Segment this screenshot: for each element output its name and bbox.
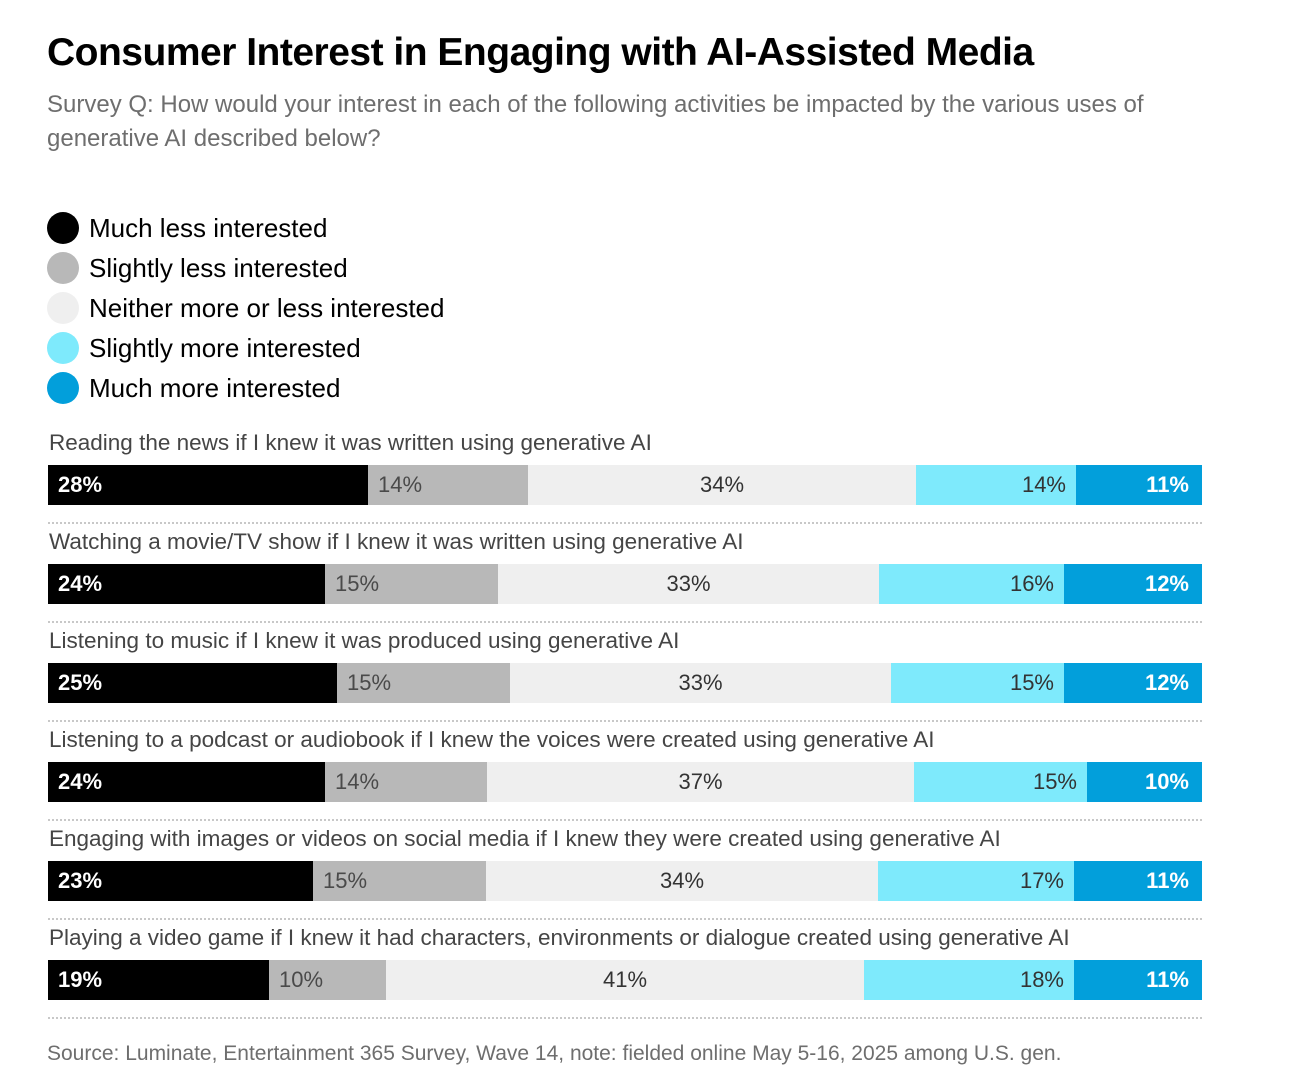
bar-segment: 17% bbox=[878, 861, 1074, 901]
bar-segment: 33% bbox=[498, 564, 879, 604]
category-label: Watching a movie/TV show if I knew it wa… bbox=[49, 529, 744, 554]
legend-item: Much more interested bbox=[47, 368, 444, 408]
category-label: Playing a video game if I knew it had ch… bbox=[49, 925, 1070, 950]
bar-segment: 28% bbox=[48, 465, 368, 505]
legend-item: Much less interested bbox=[47, 208, 444, 248]
bar-segment: 19% bbox=[48, 960, 269, 1000]
stacked-bar: 25% 15% 33% 15% 12% bbox=[48, 663, 1202, 703]
data-label: 33% bbox=[666, 571, 711, 596]
stacked-bar-chart: Reading the news if I knew it was writte… bbox=[48, 425, 1202, 1019]
data-label: 14% bbox=[378, 472, 423, 497]
chart-subtitle: Survey Q: How would your interest in eac… bbox=[47, 91, 1144, 152]
data-label: 15% bbox=[1009, 670, 1054, 695]
data-label: 12% bbox=[1144, 670, 1189, 695]
bar-segment: 14% bbox=[916, 465, 1076, 505]
data-label: 19% bbox=[58, 967, 103, 992]
data-label: 17% bbox=[1019, 868, 1064, 893]
chart-legend: Much less interested Slightly less intere… bbox=[47, 208, 444, 408]
bar-segment: 15% bbox=[313, 861, 486, 901]
bar-segment: 15% bbox=[337, 663, 510, 703]
data-label: 16% bbox=[1009, 571, 1054, 596]
bar-segment: 23% bbox=[48, 861, 313, 901]
data-label: 18% bbox=[1019, 967, 1064, 992]
data-label: 14% bbox=[1021, 472, 1066, 497]
data-label: 24% bbox=[58, 769, 103, 794]
bar-segment: 15% bbox=[914, 762, 1087, 802]
stacked-bar: 24% 14% 37% 15% 10% bbox=[48, 762, 1202, 802]
category-label: Reading the news if I knew it was writte… bbox=[49, 430, 652, 455]
bar-segment: 10% bbox=[269, 960, 386, 1000]
category-label: Listening to a podcast or audiobook if I… bbox=[49, 727, 935, 752]
source-note: Source: Luminate, Entertainment 365 Surv… bbox=[47, 1042, 1062, 1065]
data-label: 37% bbox=[678, 769, 723, 794]
data-label: 15% bbox=[323, 868, 368, 893]
bar-segment: 24% bbox=[48, 564, 325, 604]
bar-segment: 24% bbox=[48, 762, 325, 802]
stacked-bar: 28% 14% 34% 14% 11% bbox=[48, 465, 1202, 505]
data-label: 11% bbox=[1146, 868, 1189, 893]
legend-item: Neither more or less interested bbox=[47, 288, 444, 328]
data-label: 34% bbox=[659, 868, 705, 893]
category-label: Listening to music if I knew it was prod… bbox=[49, 628, 680, 653]
legend-swatch bbox=[47, 372, 79, 404]
data-label: 11% bbox=[1146, 472, 1189, 497]
bar-segment: 10% bbox=[1087, 762, 1202, 802]
chart-row: Playing a video game if I knew it had ch… bbox=[48, 920, 1202, 1019]
stacked-bar: 24% 15% 33% 16% 12% bbox=[48, 564, 1202, 604]
chart-row: Engaging with images or videos on social… bbox=[48, 821, 1202, 920]
data-label: 28% bbox=[58, 472, 103, 497]
chart-row: Reading the news if I knew it was writte… bbox=[48, 425, 1202, 524]
bar-segment: 34% bbox=[528, 465, 916, 505]
data-label: 10% bbox=[279, 967, 324, 992]
bar-segment: 33% bbox=[510, 663, 891, 703]
legend-item: Slightly more interested bbox=[47, 328, 444, 368]
bar-segment: 12% bbox=[1064, 564, 1202, 604]
chart-row: Watching a movie/TV show if I knew it wa… bbox=[48, 524, 1202, 623]
bar-segment: 25% bbox=[48, 663, 337, 703]
bar-segment: 11% bbox=[1074, 960, 1202, 1000]
legend-swatch bbox=[47, 332, 79, 364]
data-label: 15% bbox=[347, 670, 392, 695]
data-label: 14% bbox=[335, 769, 380, 794]
bar-segment: 15% bbox=[325, 564, 498, 604]
bar-segment: 11% bbox=[1074, 861, 1202, 901]
data-label: 11% bbox=[1146, 967, 1189, 992]
stacked-bar: 23% 15% 34% 17% 11% bbox=[48, 861, 1202, 901]
legend-label: Much less interested bbox=[89, 213, 328, 243]
bar-segment: 11% bbox=[1076, 465, 1202, 505]
legend-item: Slightly less interested bbox=[47, 248, 444, 288]
bar-segment: 41% bbox=[386, 960, 864, 1000]
data-label: 12% bbox=[1144, 571, 1189, 596]
data-label: 24% bbox=[58, 571, 103, 596]
legend-label: Slightly more interested bbox=[89, 333, 361, 363]
legend-label: Neither more or less interested bbox=[89, 293, 445, 323]
chart-row: Listening to music if I knew it was prod… bbox=[48, 623, 1202, 722]
chart-row: Listening to a podcast or audiobook if I… bbox=[48, 722, 1202, 821]
bar-segment: 37% bbox=[487, 762, 914, 802]
bar-segment: 14% bbox=[368, 465, 528, 505]
data-label: 34% bbox=[699, 472, 745, 497]
bar-segment: 12% bbox=[1064, 663, 1202, 703]
legend-swatch bbox=[47, 292, 79, 324]
bar-segment: 34% bbox=[486, 861, 878, 901]
data-label: 25% bbox=[58, 670, 103, 695]
bar-segment: 16% bbox=[879, 564, 1064, 604]
category-label: Engaging with images or videos on social… bbox=[49, 826, 1001, 851]
bar-segment: 18% bbox=[864, 960, 1074, 1000]
legend-label: Much more interested bbox=[89, 373, 341, 403]
data-label: 23% bbox=[58, 868, 103, 893]
legend-swatch bbox=[47, 212, 79, 244]
bar-segment: 14% bbox=[325, 762, 487, 802]
data-label: 15% bbox=[1032, 769, 1077, 794]
data-label: 41% bbox=[602, 967, 648, 992]
stacked-bar: 19% 10% 41% 18% 11% bbox=[48, 960, 1202, 1000]
legend-label: Slightly less interested bbox=[89, 253, 348, 283]
data-label: 15% bbox=[335, 571, 380, 596]
data-label: 10% bbox=[1144, 769, 1189, 794]
legend-swatch bbox=[47, 252, 79, 284]
chart-title: Consumer Interest in Engaging with AI-As… bbox=[47, 31, 1034, 74]
data-label: 33% bbox=[678, 670, 723, 695]
bar-segment: 15% bbox=[891, 663, 1064, 703]
